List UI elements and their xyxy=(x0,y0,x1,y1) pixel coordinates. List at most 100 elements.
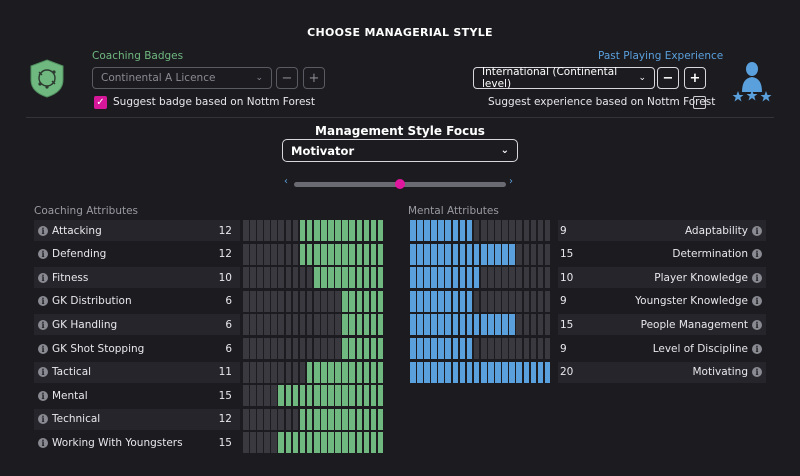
info-icon[interactable]: i xyxy=(752,272,762,283)
info-icon[interactable]: i xyxy=(38,319,48,330)
bar-segment xyxy=(271,290,277,312)
bar-segment xyxy=(264,290,270,312)
bar-segment xyxy=(466,314,473,336)
attribute-name: Adaptability xyxy=(684,224,748,237)
attribute-name: Technical xyxy=(52,413,101,426)
bar-segment xyxy=(363,361,370,383)
info-icon[interactable]: i xyxy=(752,343,762,354)
coaching-attribute-row[interactable]: i GK Distribution 6 xyxy=(34,291,240,312)
player-with-stars-icon xyxy=(730,58,774,102)
bar-segment xyxy=(370,385,377,407)
bar-segment xyxy=(530,338,537,359)
bar-segment xyxy=(438,220,444,241)
bar-segment xyxy=(257,361,263,383)
bar-segment xyxy=(271,432,277,454)
bar-segment xyxy=(488,243,494,265)
bar-segment xyxy=(328,432,334,454)
bar-segment xyxy=(342,432,348,454)
tactics-board-badge-icon xyxy=(27,58,67,98)
bar-segment xyxy=(292,432,299,454)
coaching-attribute-row[interactable]: i Defending 12 xyxy=(34,244,240,265)
bar-segment xyxy=(306,361,313,383)
bar-segment xyxy=(321,314,327,336)
info-icon[interactable]: i xyxy=(38,296,48,307)
mental-attribute-row[interactable]: 9 Youngster Knowledge i xyxy=(558,291,766,312)
bar-segment xyxy=(356,338,363,359)
bar-segment xyxy=(363,338,370,359)
bar-segment xyxy=(452,338,459,359)
bar-segment xyxy=(313,408,320,430)
bar-segment xyxy=(480,338,487,359)
coaching-badge-dropdown[interactable]: Continental A Licence ⌄ xyxy=(92,67,272,89)
bar-segment xyxy=(410,243,416,265)
management-style-dropdown[interactable]: Motivator ⌄ xyxy=(282,139,518,162)
mental-attribute-row[interactable]: 15 Determination i xyxy=(558,244,766,265)
coaching-attribute-row[interactable]: i Mental 15 xyxy=(34,385,240,406)
bar-segment xyxy=(516,220,522,241)
mental-attribute-row[interactable]: 15 People Management i xyxy=(558,314,766,336)
bar-segment xyxy=(410,267,416,289)
info-icon[interactable]: i xyxy=(752,319,762,330)
experience-decrease-button[interactable]: − xyxy=(657,67,679,89)
info-icon[interactable]: i xyxy=(38,272,48,283)
coaching-attribute-row[interactable]: i Fitness 10 xyxy=(34,267,240,289)
playing-experience-dropdown[interactable]: International (Continental level) ⌄ xyxy=(473,66,655,90)
info-icon[interactable]: i xyxy=(38,343,48,354)
mental-attribute-row[interactable]: 10 Player Knowledge i xyxy=(558,267,766,289)
bar-segment xyxy=(299,385,306,407)
coaching-attribute-row[interactable]: i GK Handling 6 xyxy=(34,314,240,336)
bar-segment xyxy=(495,243,501,265)
bar-segment xyxy=(459,290,466,312)
experience-increase-button[interactable]: + xyxy=(684,67,706,89)
coaching-attribute-row[interactable]: i GK Shot Stopping 6 xyxy=(34,338,240,359)
bar-segment xyxy=(370,408,377,430)
info-icon[interactable]: i xyxy=(38,225,48,236)
attribute-bar-meter xyxy=(243,361,384,383)
bar-segment xyxy=(452,290,459,312)
attribute-bar-meter xyxy=(410,290,551,312)
coaching-attribute-row[interactable]: i Working With Youngsters 15 xyxy=(34,432,240,453)
info-icon[interactable]: i xyxy=(38,390,48,401)
coaching-attribute-row[interactable]: i Technical 12 xyxy=(34,408,240,430)
bar-segment xyxy=(257,243,263,265)
bar-segment xyxy=(243,385,249,407)
bar-segment xyxy=(523,220,530,241)
slider-left-arrow-icon[interactable]: ‹ xyxy=(284,176,288,187)
bar-segment xyxy=(370,314,377,336)
slider-right-arrow-icon[interactable]: › xyxy=(509,176,513,187)
mental-attribute-row[interactable]: 20 Motivating i xyxy=(558,361,766,383)
mental-attribute-row[interactable]: 9 Adaptability i xyxy=(558,220,766,241)
info-icon[interactable]: i xyxy=(38,367,48,378)
info-icon[interactable]: i xyxy=(38,414,48,425)
bar-segment xyxy=(377,220,384,241)
info-icon[interactable]: i xyxy=(752,367,762,378)
info-icon[interactable]: i xyxy=(752,249,762,260)
coaching-attribute-row[interactable]: i Attacking 12 xyxy=(34,220,240,241)
info-icon[interactable]: i xyxy=(38,437,48,448)
bar-segment xyxy=(257,314,263,336)
bar-segment xyxy=(321,432,327,454)
badge-decrease-button[interactable]: − xyxy=(276,67,298,89)
bar-segment xyxy=(328,408,334,430)
bar-segment xyxy=(264,408,270,430)
bar-segment xyxy=(342,290,348,312)
badge-increase-button[interactable]: + xyxy=(303,67,325,89)
info-icon[interactable]: i xyxy=(752,225,762,236)
bar-segment xyxy=(264,432,270,454)
bar-segment xyxy=(342,408,348,430)
focus-slider-thumb[interactable] xyxy=(395,179,405,189)
suggest-experience-checkbox[interactable] xyxy=(693,96,706,109)
bar-segment xyxy=(306,408,313,430)
bar-segment xyxy=(537,220,544,241)
suggest-badge-checkbox[interactable]: ✓ xyxy=(94,96,107,109)
bar-segment xyxy=(313,220,320,241)
bar-segment xyxy=(363,385,370,407)
bar-segment xyxy=(480,267,487,289)
bar-segment xyxy=(321,220,327,241)
bar-segment xyxy=(264,338,270,359)
coaching-attribute-row[interactable]: i Tactical 11 xyxy=(34,361,240,383)
mental-attribute-row[interactable]: 9 Level of Discipline i xyxy=(558,338,766,359)
info-icon[interactable]: i xyxy=(752,296,762,307)
bar-segment xyxy=(480,220,487,241)
info-icon[interactable]: i xyxy=(38,249,48,260)
